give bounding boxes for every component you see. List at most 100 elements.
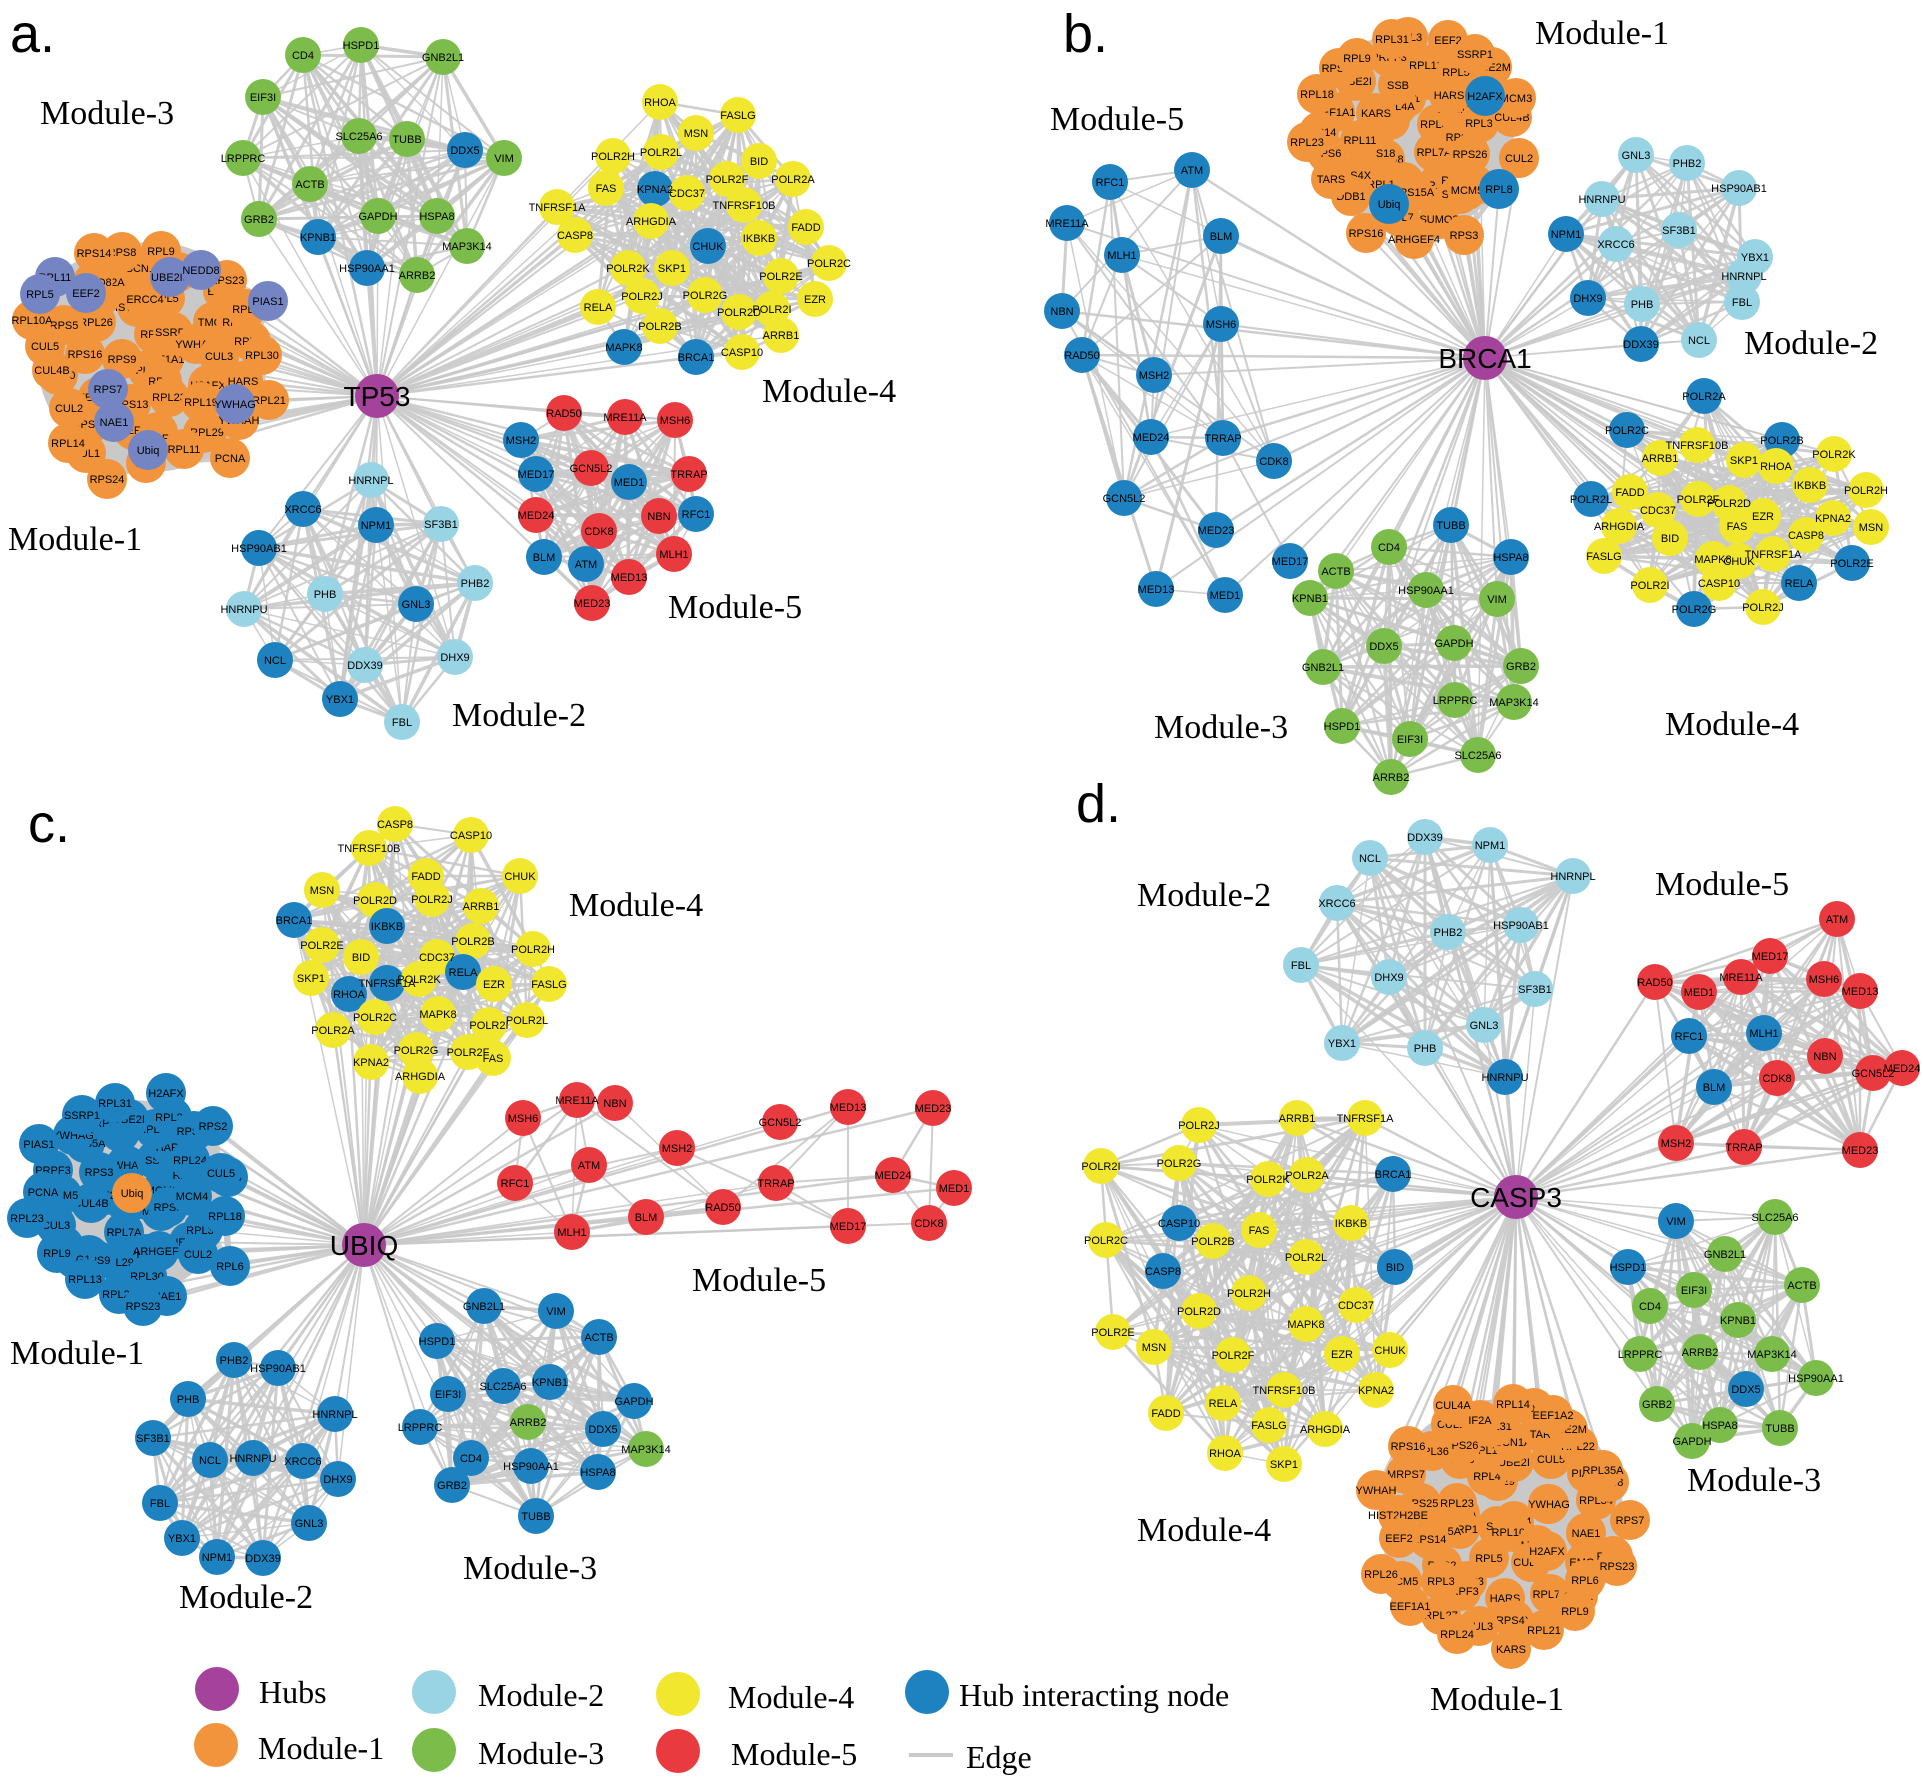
svg-text:FAS: FAS — [1727, 521, 1748, 533]
svg-text:CDK8: CDK8 — [584, 526, 613, 538]
svg-text:IKBKB: IKBKB — [743, 233, 775, 245]
svg-text:IKBKB: IKBKB — [371, 921, 403, 933]
svg-text:RPL10A: RPL10A — [12, 315, 54, 327]
svg-text:HSP90AB1: HSP90AB1 — [250, 1363, 306, 1375]
svg-text:Module-2: Module-2 — [452, 697, 586, 734]
svg-text:RPL5: RPL5 — [26, 289, 54, 301]
svg-text:HSPA8: HSPA8 — [1702, 1420, 1737, 1432]
svg-text:ARHGEF4: ARHGEF4 — [1388, 234, 1440, 246]
svg-text:EZR: EZR — [483, 979, 505, 991]
svg-text:MLH1: MLH1 — [1749, 1028, 1778, 1040]
svg-text:PCNA: PCNA — [215, 453, 246, 465]
svg-text:GRB2: GRB2 — [1642, 1399, 1672, 1411]
svg-text:GNL3: GNL3 — [402, 599, 431, 611]
svg-text:HNRNPL: HNRNPL — [1550, 871, 1595, 883]
svg-text:RPL7A: RPL7A — [107, 1227, 143, 1239]
svg-text:BID: BID — [750, 156, 768, 168]
svg-text:FAS: FAS — [596, 183, 617, 195]
svg-text:EIF3I: EIF3I — [1681, 1285, 1707, 1297]
svg-text:LRPPRC: LRPPRC — [398, 1422, 443, 1434]
svg-text:TNFRSF10B: TNFRSF10B — [1253, 1385, 1316, 1397]
svg-text:POLR2C: POLR2C — [1605, 425, 1649, 437]
svg-text:HNRNPL: HNRNPL — [348, 475, 393, 487]
svg-text:BLM: BLM — [635, 1212, 658, 1224]
svg-text:MED1: MED1 — [1684, 987, 1715, 999]
svg-text:NCL: NCL — [1688, 335, 1710, 347]
svg-text:POLR2H: POLR2H — [591, 151, 635, 163]
svg-text:SSRP1: SSRP1 — [1457, 49, 1493, 61]
svg-text:BRCA1: BRCA1 — [1375, 1169, 1412, 1181]
svg-text:EEF2: EEF2 — [1434, 35, 1462, 47]
svg-text:RAD50: RAD50 — [546, 408, 581, 420]
svg-text:ATM: ATM — [1181, 165, 1203, 177]
svg-text:FBL: FBL — [392, 717, 412, 729]
svg-text:HSPA8: HSPA8 — [1493, 552, 1528, 564]
svg-text:GCN5L2: GCN5L2 — [759, 1117, 802, 1129]
svg-text:POLR2E: POLR2E — [759, 271, 802, 283]
svg-text:NCL: NCL — [199, 1455, 221, 1467]
svg-text:DDX5: DDX5 — [1731, 1384, 1760, 1396]
svg-text:RPS16: RPS16 — [1349, 228, 1384, 240]
svg-text:GNB2L1: GNB2L1 — [1302, 662, 1344, 674]
svg-text:CASP10: CASP10 — [721, 347, 763, 359]
svg-text:RPS2: RPS2 — [199, 1121, 228, 1133]
svg-text:RHOA: RHOA — [333, 989, 365, 1001]
svg-text:RPL24: RPL24 — [173, 1155, 207, 1167]
svg-text:HSP90AA1: HSP90AA1 — [339, 263, 395, 275]
svg-text:SSRP1: SSRP1 — [64, 1110, 100, 1122]
svg-text:MED17: MED17 — [1752, 951, 1789, 963]
svg-text:POLR2L: POLR2L — [506, 1015, 548, 1027]
svg-text:MAP3K14: MAP3K14 — [621, 1444, 671, 1456]
svg-text:Module-5: Module-5 — [1050, 101, 1184, 138]
svg-text:Hub interacting node: Hub interacting node — [959, 1677, 1229, 1713]
svg-text:PIAS1: PIAS1 — [252, 296, 283, 308]
svg-text:RPL13: RPL13 — [1409, 60, 1443, 72]
svg-text:RPL35A: RPL35A — [1583, 1465, 1625, 1477]
svg-text:EIF3I: EIF3I — [250, 92, 276, 104]
svg-text:Ubiq: Ubiq — [121, 1188, 144, 1200]
svg-text:CUL5: CUL5 — [31, 341, 59, 353]
svg-text:CDC37: CDC37 — [669, 188, 705, 200]
svg-text:GAPDH: GAPDH — [1672, 1436, 1711, 1448]
svg-text:MLH1: MLH1 — [557, 1227, 586, 1239]
svg-text:VIM: VIM — [1666, 1216, 1686, 1228]
svg-text:SLC25A6: SLC25A6 — [1454, 750, 1501, 762]
svg-text:RELA: RELA — [1785, 578, 1814, 590]
svg-text:RPL5: RPL5 — [1475, 1553, 1503, 1565]
svg-text:KPNB1: KPNB1 — [1292, 593, 1328, 605]
svg-text:POLR2D: POLR2D — [1177, 1306, 1221, 1318]
svg-text:HSPA8: HSPA8 — [419, 211, 454, 223]
svg-text:RELA: RELA — [1209, 1398, 1238, 1410]
svg-text:Module-5: Module-5 — [692, 1262, 826, 1299]
svg-text:CASP8: CASP8 — [1788, 530, 1824, 542]
svg-text:MSH2: MSH2 — [506, 435, 537, 447]
svg-text:POLR2K: POLR2K — [1812, 449, 1856, 461]
svg-text:POLR2C: POLR2C — [353, 1012, 397, 1024]
svg-text:KARS: KARS — [1361, 108, 1391, 120]
svg-text:CASP10: CASP10 — [450, 830, 492, 842]
svg-text:RPL21: RPL21 — [252, 395, 286, 407]
svg-text:RPS23: RPS23 — [126, 1301, 161, 1313]
svg-text:MAP3K14: MAP3K14 — [1489, 697, 1539, 709]
svg-text:GCN5L2: GCN5L2 — [1103, 493, 1146, 505]
svg-text:SF3B1: SF3B1 — [136, 1433, 170, 1445]
svg-text:HNRNPL: HNRNPL — [1721, 271, 1766, 283]
svg-text:CUL3: CUL3 — [42, 1220, 70, 1232]
svg-text:RPS7: RPS7 — [1616, 1515, 1645, 1527]
svg-text:IF2A: IF2A — [1468, 1415, 1492, 1427]
svg-text:POLR2F: POLR2F — [447, 1047, 490, 1059]
svg-text:NCL: NCL — [1359, 853, 1381, 865]
svg-text:KPNB1: KPNB1 — [300, 232, 336, 244]
svg-text:ARRB1: ARRB1 — [763, 330, 800, 342]
svg-text:POLR2B: POLR2B — [1760, 435, 1803, 447]
svg-text:RPL11: RPL11 — [1344, 135, 1377, 147]
svg-text:FADD: FADD — [411, 871, 440, 883]
svg-text:POLR2B: POLR2B — [638, 321, 681, 333]
svg-text:Module-4: Module-4 — [1137, 1512, 1271, 1549]
svg-text:POLR2K: POLR2K — [606, 263, 650, 275]
svg-text:MRE11A: MRE11A — [1719, 972, 1763, 984]
svg-text:CUL3: CUL3 — [205, 351, 233, 363]
svg-text:Ubiq: Ubiq — [137, 445, 160, 457]
svg-text:Module-1: Module-1 — [1430, 1681, 1564, 1718]
svg-text:Module-3: Module-3 — [1687, 1462, 1821, 1499]
